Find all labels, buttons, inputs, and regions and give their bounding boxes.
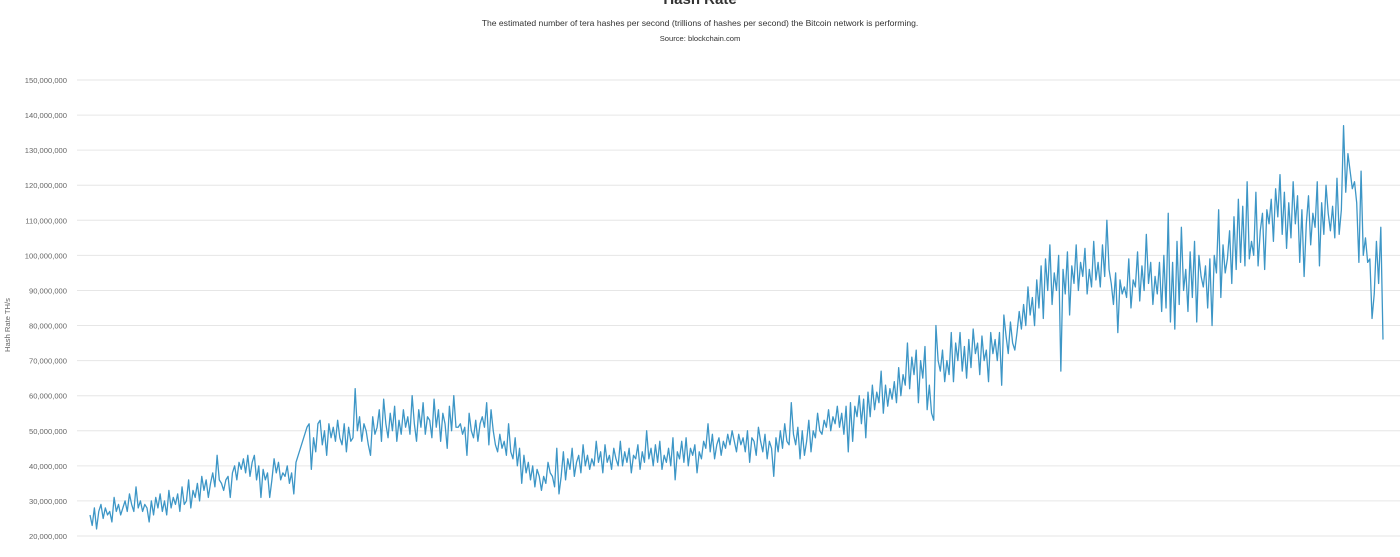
y-tick-label: 40,000,000: [29, 462, 67, 471]
y-tick-label: 100,000,000: [25, 251, 67, 260]
y-tick-label: 120,000,000: [25, 181, 67, 190]
y-tick-label: 90,000,000: [29, 286, 67, 295]
y-axis-label: Hash Rate TH/s: [3, 298, 12, 352]
y-tick-label: 140,000,000: [25, 111, 67, 120]
hash-rate-line: [90, 126, 1383, 529]
series-group: [90, 126, 1383, 529]
y-tick-label: 60,000,000: [29, 392, 67, 401]
y-axis: 20,000,000 30,000,000 40,000,000 50,000,000…: [25, 76, 67, 541]
y-tick-label: 20,000,000: [29, 532, 67, 541]
y-tick-label: 110,000,000: [25, 216, 67, 225]
y-tick-label: 130,000,000: [25, 146, 67, 155]
y-tick-label: 70,000,000: [29, 357, 67, 366]
y-tick-label: 150,000,000: [25, 76, 67, 85]
y-tick-label: 30,000,000: [29, 497, 67, 506]
y-tick-label: 50,000,000: [29, 427, 67, 436]
y-tick-label: 80,000,000: [29, 322, 67, 331]
